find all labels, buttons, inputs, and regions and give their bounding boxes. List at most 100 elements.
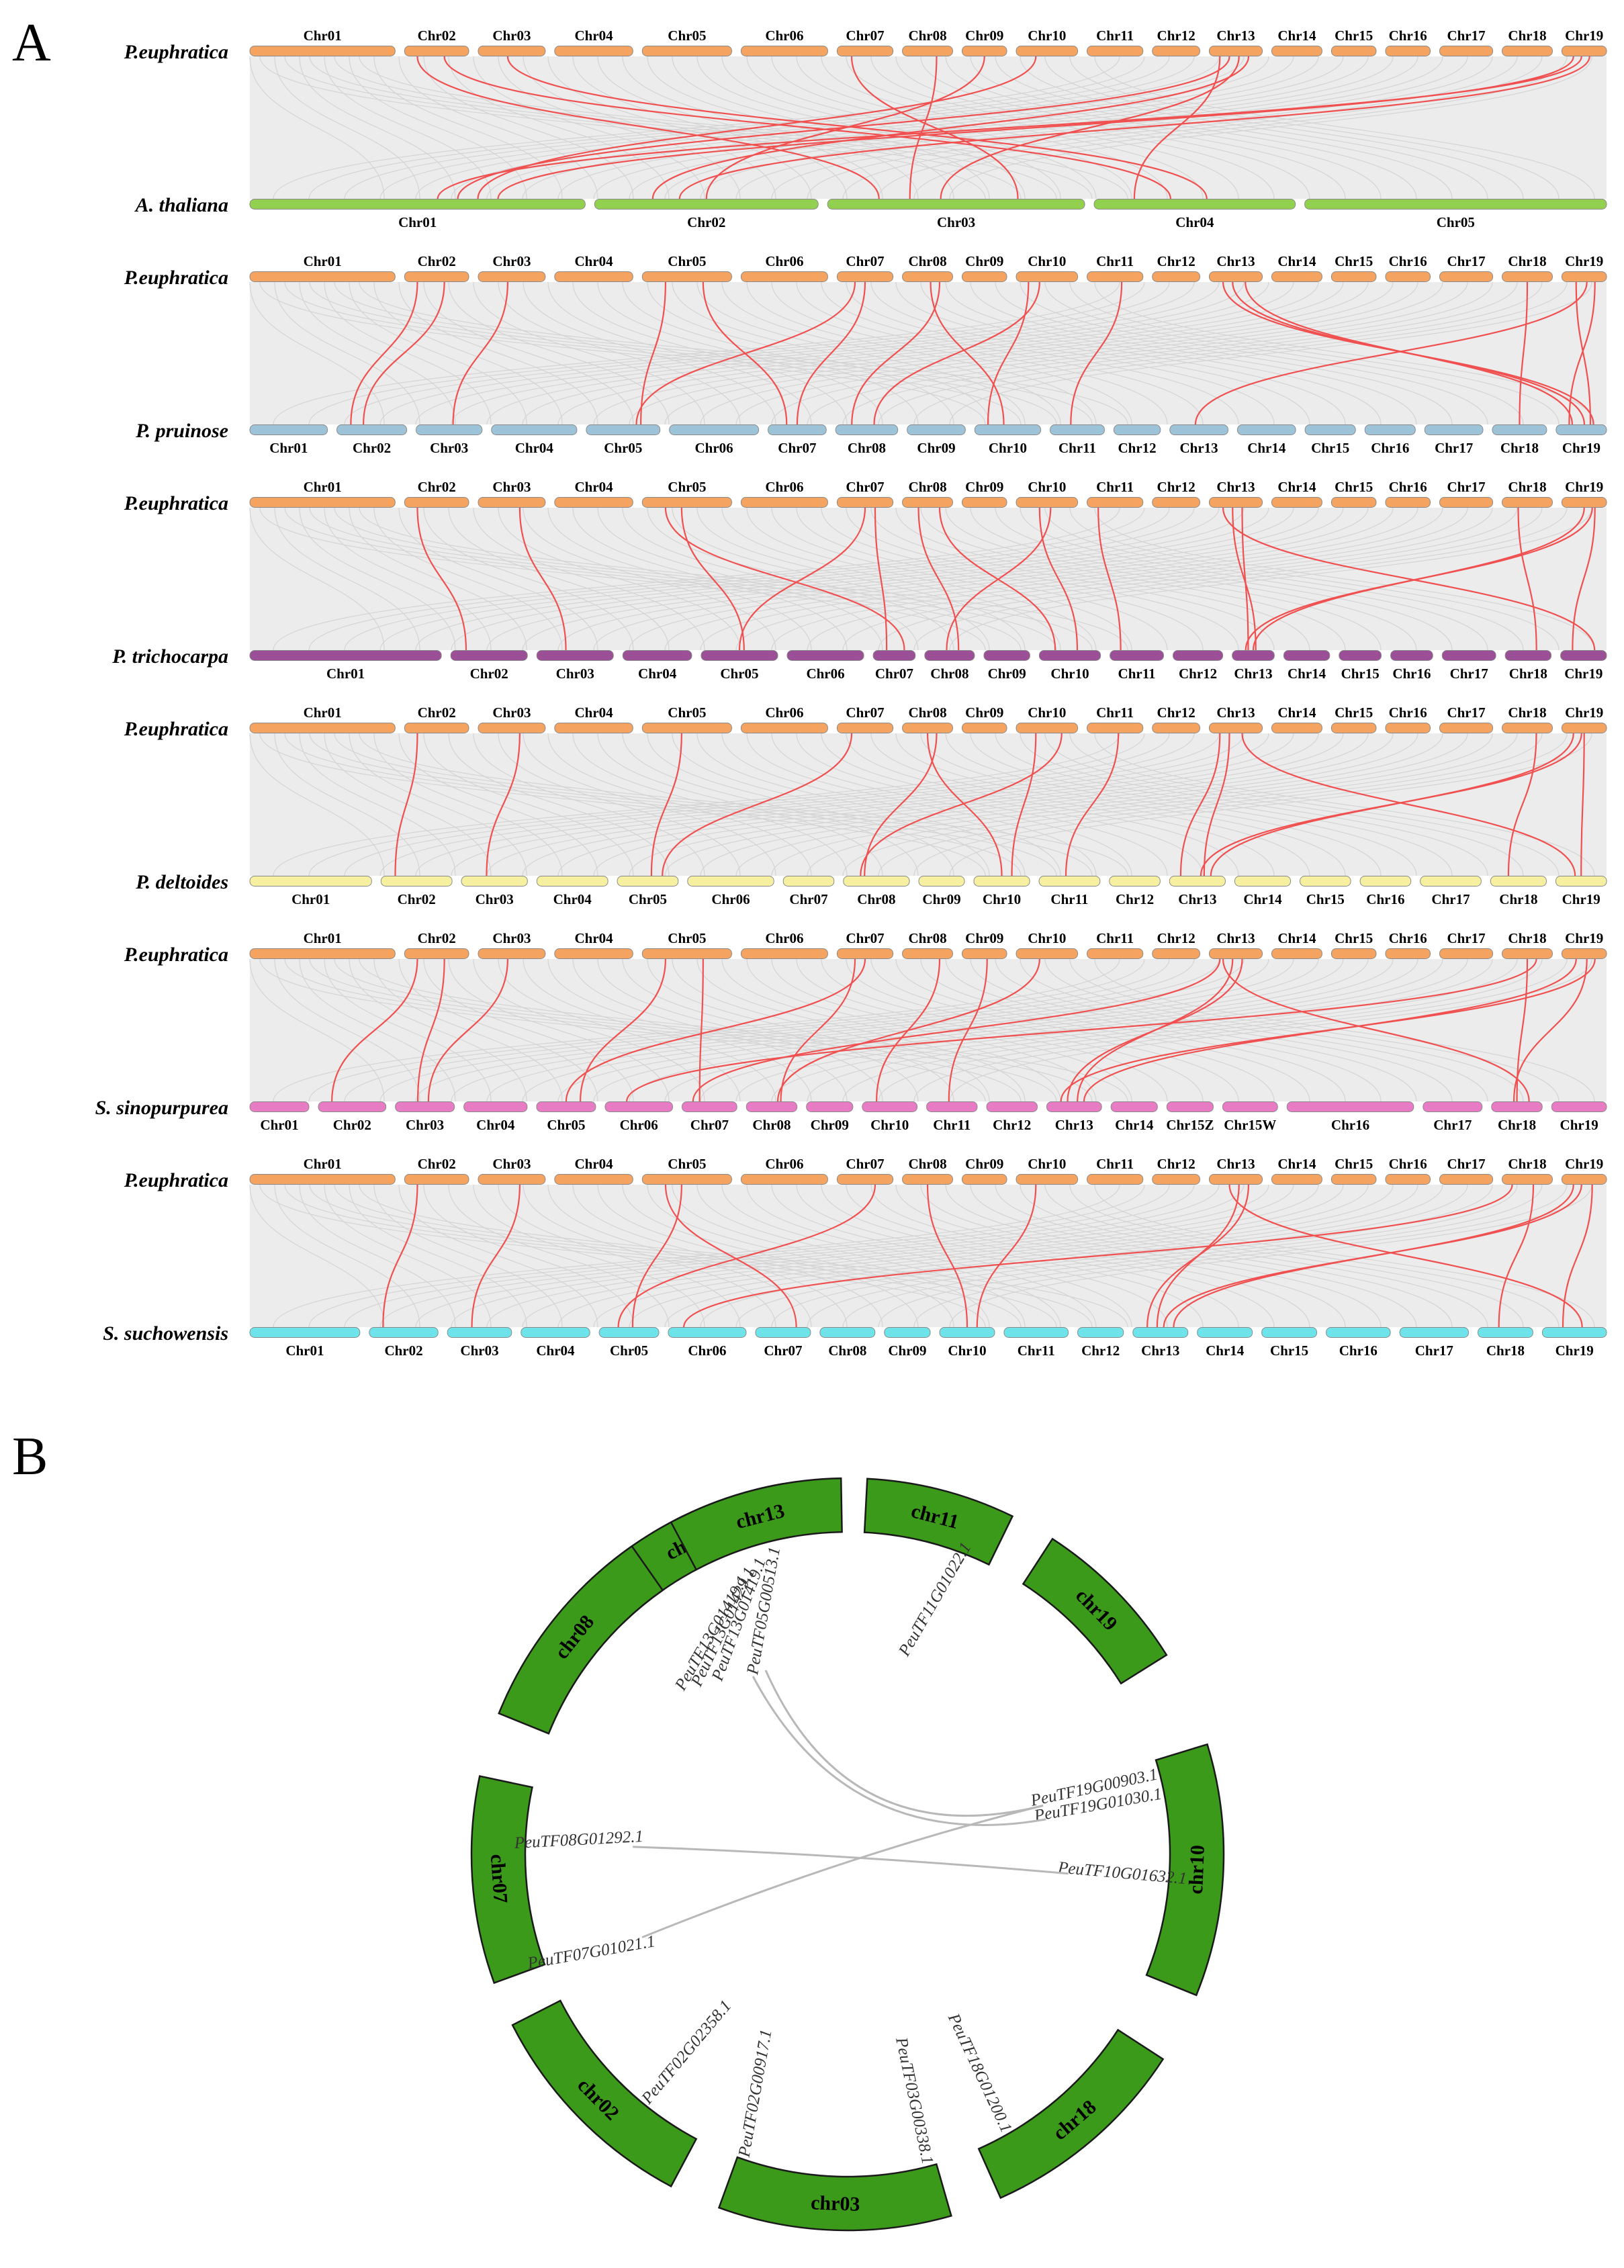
p-pruinose-chr04-label: Chr04 <box>515 440 554 456</box>
ref-chr15-bar <box>1330 46 1377 56</box>
p-deltoides-chr17-bar <box>1420 876 1482 887</box>
ref-chr06-label: Chr06 <box>765 479 803 495</box>
gene-link <box>1228 1184 1583 1328</box>
a-thaliana-chr05-bar <box>1304 199 1607 210</box>
ref-chr10-bar <box>1016 497 1079 508</box>
p-pruinose-chr03-label: Chr03 <box>430 440 468 456</box>
background-link <box>308 507 1145 651</box>
ref-chr14-label: Chr14 <box>1277 705 1316 721</box>
gene-link <box>930 281 1005 425</box>
background-link <box>359 56 1128 199</box>
p-trichocarpa-chr09-label: Chr09 <box>988 666 1026 682</box>
ref-chr05-bar <box>641 46 732 56</box>
gene-label: PeuTF03G00338.1 <box>892 2035 937 2166</box>
species-label-s-sinopurpurea: S. sinopurpurea <box>95 1097 228 1119</box>
background-link <box>796 733 1168 876</box>
background-link <box>995 958 1453 1102</box>
circos-link <box>641 1804 1044 1939</box>
background-link <box>821 1184 1204 1328</box>
background-link <box>796 958 1168 1102</box>
background-link <box>771 507 1468 651</box>
s-sinopurpurea-chr09-bar <box>806 1101 854 1112</box>
gene-label: PeuTF08G01292.1 <box>513 1827 644 1852</box>
p-trichocarpa-chr17-label: Chr17 <box>1450 666 1488 682</box>
gene-link <box>1241 733 1576 876</box>
ref-chr14-bar <box>1271 46 1322 56</box>
p-pruinose-chr07-label: Chr07 <box>778 440 816 456</box>
background-link <box>846 507 1239 651</box>
background-link <box>324 56 492 199</box>
gene-link <box>1060 958 1596 1102</box>
background-link <box>349 56 527 199</box>
ref-chr12-label: Chr12 <box>1157 28 1196 44</box>
background-link <box>373 733 563 876</box>
background-link <box>672 507 990 651</box>
background-link <box>895 281 1310 425</box>
gene-link <box>565 958 866 1102</box>
background-link <box>700 958 1418 1102</box>
p-trichocarpa-chr02-bar <box>450 650 528 661</box>
panel-a-label: A <box>12 13 51 73</box>
ref-chr17-bar <box>1439 46 1494 56</box>
s-sinopurpurea-chr06-bar <box>604 1101 674 1112</box>
background-link <box>970 281 1417 425</box>
background-synteny-band <box>250 959 1607 1101</box>
background-link <box>308 281 1145 425</box>
circos-chr11-block <box>863 1478 1014 1566</box>
p-trichocarpa-chr06-label: Chr06 <box>806 666 844 682</box>
background-link <box>259 733 986 876</box>
ref-chr16-bar <box>1385 723 1431 733</box>
species-label-a-thaliana: A. thaliana <box>134 194 228 216</box>
ref-chr14-bar <box>1271 271 1322 282</box>
background-link <box>486 281 1269 425</box>
ref-chr11-label: Chr11 <box>1096 28 1134 44</box>
background-link <box>398 958 598 1102</box>
background-link <box>486 507 1269 651</box>
ref-chr15-label: Chr15 <box>1335 705 1373 721</box>
ref-chr02-bar <box>404 1174 469 1185</box>
background-link <box>746 281 1097 425</box>
background-link <box>359 507 1128 651</box>
background-link <box>796 1184 1168 1328</box>
ref-chr15-bar <box>1330 497 1377 508</box>
ref-chr16-label: Chr16 <box>1389 930 1427 946</box>
a-thaliana-chr04-label: Chr04 <box>1175 214 1214 230</box>
background-link <box>949 56 1592 199</box>
background-link <box>379 1184 1195 1328</box>
species-label-reference: P.euphratica <box>124 1169 228 1191</box>
circos-chr07-block <box>470 1775 546 1985</box>
p-pruinose-chr17-bar <box>1424 424 1484 435</box>
ref-chr05-bar <box>641 948 732 959</box>
background-link <box>593 733 1344 876</box>
background-link <box>423 281 634 425</box>
species-label-p-deltoides: P. deltoides <box>135 871 228 893</box>
ref-chr11-label: Chr11 <box>1096 705 1134 721</box>
ref-chr17-bar <box>1439 271 1494 282</box>
gene-link <box>948 958 988 1102</box>
gene-link <box>1245 281 1574 425</box>
background-link <box>415 56 1220 199</box>
p-trichocarpa-chr06-bar <box>786 650 864 661</box>
background-link <box>945 733 1382 876</box>
ref-chr06-bar <box>740 497 828 508</box>
ref-chr09-label: Chr09 <box>965 705 1003 721</box>
p-deltoides-chr12-bar <box>1109 876 1161 887</box>
ref-chr15-label: Chr15 <box>1335 28 1373 44</box>
background-link <box>309 958 1057 1102</box>
circos-chr02-block <box>511 1999 698 2188</box>
p-deltoides-chr08-label: Chr08 <box>857 891 895 907</box>
ref-chr05-bar <box>641 1174 732 1185</box>
ref-chr06-bar <box>740 46 828 56</box>
p-deltoides-chr09-label: Chr09 <box>922 891 960 907</box>
background-link <box>807 56 1493 199</box>
ref-chr07-label: Chr07 <box>846 253 884 269</box>
ref-chr06-bar <box>740 723 828 733</box>
background-link <box>895 507 1310 651</box>
ref-chr02-label: Chr02 <box>418 253 456 269</box>
p-deltoides-chr13-bar <box>1169 876 1226 887</box>
background-link <box>415 733 1220 876</box>
ref-chr16-label: Chr16 <box>1389 28 1427 44</box>
ref-chr19-label: Chr19 <box>1565 253 1603 269</box>
ref-chr08-label: Chr08 <box>908 28 946 44</box>
ref-chr06-label: Chr06 <box>765 253 803 269</box>
